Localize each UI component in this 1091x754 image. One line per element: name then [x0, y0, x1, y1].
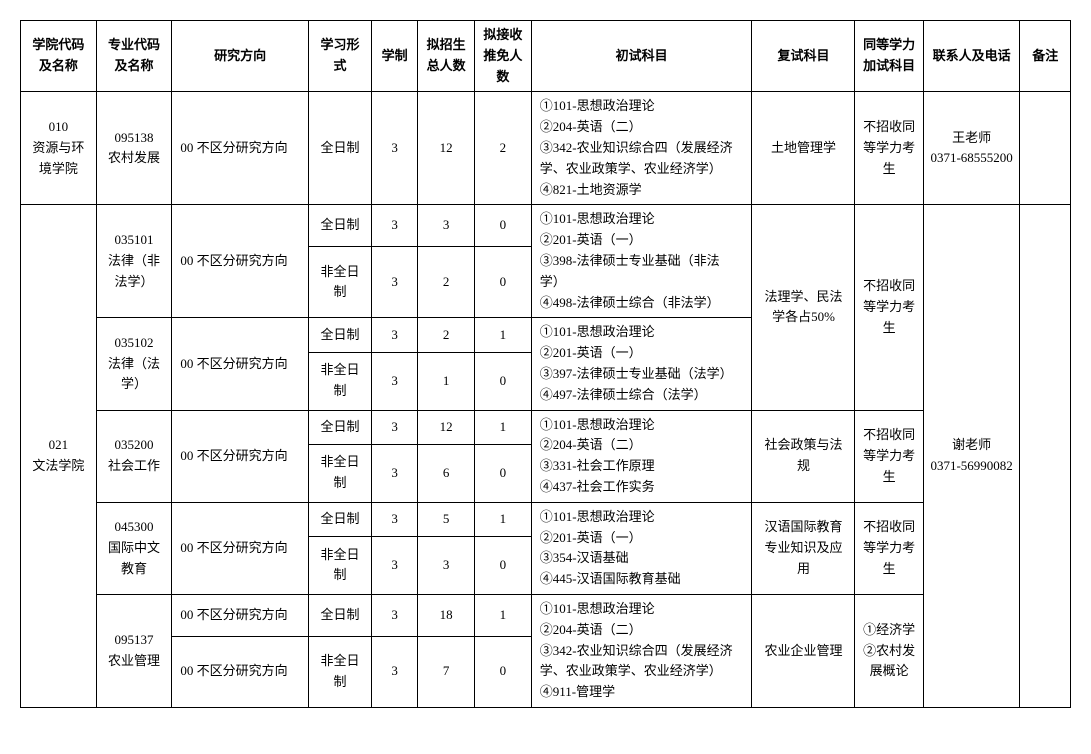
cell-enroll: 3	[418, 536, 475, 594]
cell-years: 3	[372, 594, 418, 636]
cell-remark	[1020, 205, 1071, 708]
cell-study: 全日制	[308, 318, 371, 352]
cell-remark	[1020, 92, 1071, 205]
cell-enroll: 6	[418, 444, 475, 502]
cell-major: 045300国际中文教育	[96, 502, 172, 594]
cell-exempt: 0	[475, 205, 532, 247]
cell-years: 3	[372, 444, 418, 502]
cell-enroll: 12	[418, 92, 475, 205]
cell-enroll: 2	[418, 247, 475, 318]
cell-study: 非全日制	[308, 636, 371, 707]
cell-exempt: 1	[475, 318, 532, 352]
table-row: 095137农业管理 00 不区分研究方向 全日制 3 18 1 ①101-思想…	[21, 594, 1071, 636]
cell-contact: 王老师0371-68555200	[923, 92, 1020, 205]
cell-exempt: 1	[475, 502, 532, 536]
cell-exempt: 0	[475, 247, 532, 318]
cell-direction: 00 不区分研究方向	[172, 636, 309, 707]
h-study: 学习形式	[308, 21, 371, 92]
header-row: 学院代码及名称 专业代码及名称 研究方向 学习形式 学制 拟招生总人数 拟接收推…	[21, 21, 1071, 92]
table-row: 035200社会工作 00 不区分研究方向 全日制 3 12 1 ①101-思想…	[21, 410, 1071, 444]
cell-exam1: ①101-思想政治理论②204-英语（二）③342-农业知识综合四（发展经济学、…	[531, 594, 752, 707]
h-exempt: 拟接收推免人数	[475, 21, 532, 92]
cell-years: 3	[372, 205, 418, 247]
cell-exam1: ①101-思想政治理论②204-英语（二）③331-社会工作原理④437-社会工…	[531, 410, 752, 502]
cell-exempt: 0	[475, 444, 532, 502]
cell-enroll: 2	[418, 318, 475, 352]
cell-exam1: ①101-思想政治理论②204-英语（二）③342-农业知识综合四（发展经济学、…	[531, 92, 752, 205]
cell-equiv: 不招收同等学力考生	[855, 92, 923, 205]
cell-enroll: 12	[418, 410, 475, 444]
cell-exempt: 0	[475, 352, 532, 410]
cell-years: 3	[372, 636, 418, 707]
cell-equiv: 不招收同等学力考生	[855, 502, 923, 594]
cell-major: 035200社会工作	[96, 410, 172, 502]
h-contact: 联系人及电话	[923, 21, 1020, 92]
cell-years: 3	[372, 502, 418, 536]
cell-enroll: 7	[418, 636, 475, 707]
cell-college: 021文法学院	[21, 205, 97, 708]
cell-study: 全日制	[308, 594, 371, 636]
cell-years: 3	[372, 536, 418, 594]
cell-years: 3	[372, 318, 418, 352]
cell-enroll: 5	[418, 502, 475, 536]
cell-exempt: 2	[475, 92, 532, 205]
cell-direction: 00 不区分研究方向	[172, 502, 309, 594]
cell-exempt: 1	[475, 410, 532, 444]
cell-direction: 00 不区分研究方向	[172, 594, 309, 636]
cell-direction: 00 不区分研究方向	[172, 205, 309, 318]
cell-enroll: 3	[418, 205, 475, 247]
cell-major: 095138农村发展	[96, 92, 172, 205]
cell-exam2: 土地管理学	[752, 92, 855, 205]
h-remark: 备注	[1020, 21, 1071, 92]
cell-exam1: ①101-思想政治理论②201-英语（一）③397-法律硕士专业基础（法学）④4…	[531, 318, 752, 410]
cell-direction: 00 不区分研究方向	[172, 92, 309, 205]
cell-exempt: 1	[475, 594, 532, 636]
cell-contact: 谢老师0371-56990082	[923, 205, 1020, 708]
cell-study: 非全日制	[308, 352, 371, 410]
cell-study: 全日制	[308, 205, 371, 247]
cell-equiv: ①经济学②农村发展概论	[855, 594, 923, 707]
cell-equiv: 不招收同等学力考生	[855, 205, 923, 410]
cell-equiv: 不招收同等学力考生	[855, 410, 923, 502]
h-exam1: 初试科目	[531, 21, 752, 92]
cell-study: 全日制	[308, 502, 371, 536]
h-major: 专业代码及名称	[96, 21, 172, 92]
cell-study: 全日制	[308, 92, 371, 205]
cell-major: 095137农业管理	[96, 594, 172, 707]
cell-years: 3	[372, 410, 418, 444]
cell-exam1: ①101-思想政治理论②201-英语（一）③354-汉语基础④445-汉语国际教…	[531, 502, 752, 594]
h-exam2: 复试科目	[752, 21, 855, 92]
cell-exam1: ①101-思想政治理论②201-英语（一）③398-法律硕士专业基础（非法学）④…	[531, 205, 752, 318]
cell-exam2: 汉语国际教育专业知识及应用	[752, 502, 855, 594]
table-row: 021文法学院 035101法律（非法学） 00 不区分研究方向 全日制 3 3…	[21, 205, 1071, 247]
cell-direction: 00 不区分研究方向	[172, 318, 309, 410]
cell-years: 3	[372, 247, 418, 318]
cell-study: 全日制	[308, 410, 371, 444]
table-row: 045300国际中文教育 00 不区分研究方向 全日制 3 5 1 ①101-思…	[21, 502, 1071, 536]
cell-major: 035101法律（非法学）	[96, 205, 172, 318]
cell-study: 非全日制	[308, 536, 371, 594]
cell-exam2: 农业企业管理	[752, 594, 855, 707]
cell-years: 3	[372, 92, 418, 205]
cell-enroll: 18	[418, 594, 475, 636]
cell-study: 非全日制	[308, 444, 371, 502]
cell-direction: 00 不区分研究方向	[172, 410, 309, 502]
cell-major: 035102法律（法学）	[96, 318, 172, 410]
h-enroll: 拟招生总人数	[418, 21, 475, 92]
h-direction: 研究方向	[172, 21, 309, 92]
cell-exempt: 0	[475, 636, 532, 707]
cell-enroll: 1	[418, 352, 475, 410]
cell-years: 3	[372, 352, 418, 410]
h-equiv: 同等学力加试科目	[855, 21, 923, 92]
h-years: 学制	[372, 21, 418, 92]
cell-exam2: 社会政策与法规	[752, 410, 855, 502]
table-row: 010资源与环境学院 095138农村发展 00 不区分研究方向 全日制 3 1…	[21, 92, 1071, 205]
cell-study: 非全日制	[308, 247, 371, 318]
cell-exam2: 法理学、民法学各占50%	[752, 205, 855, 410]
cell-college: 010资源与环境学院	[21, 92, 97, 205]
cell-exempt: 0	[475, 536, 532, 594]
h-college: 学院代码及名称	[21, 21, 97, 92]
admissions-table: 学院代码及名称 专业代码及名称 研究方向 学习形式 学制 拟招生总人数 拟接收推…	[20, 20, 1071, 708]
